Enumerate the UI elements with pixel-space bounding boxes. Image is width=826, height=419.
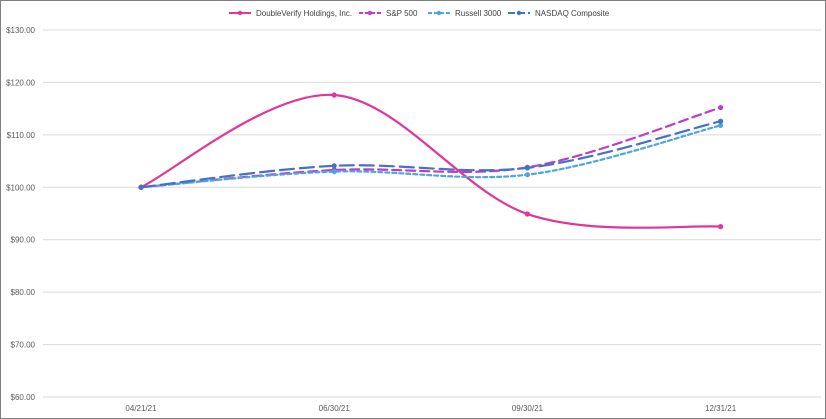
series-line bbox=[139, 120, 722, 189]
legend-item: S&P 500 bbox=[359, 9, 418, 18]
data-point bbox=[331, 168, 337, 175]
data-point bbox=[718, 118, 724, 124]
y-axis-tick-labels: $60.00 $70.00 $80.00 $90.00 $100.00 $110.00 $1… bbox=[6, 26, 35, 402]
legend-label: Russell 3000 bbox=[455, 9, 502, 18]
legend-swatch-marker bbox=[237, 10, 243, 16]
x-tick-label: 04/21/21 bbox=[125, 404, 157, 413]
legend-label: NASDAQ Composite bbox=[535, 9, 610, 18]
data-point bbox=[331, 92, 337, 98]
x-tick-label: 06/30/21 bbox=[319, 404, 351, 413]
y-tick-label: $110.00 bbox=[7, 131, 36, 140]
series-lines bbox=[138, 92, 724, 230]
data-point bbox=[138, 184, 144, 190]
series-4 bbox=[138, 118, 724, 190]
y-tick-label: $130.00 bbox=[6, 26, 35, 35]
series-3 bbox=[138, 122, 724, 190]
series-1 bbox=[138, 92, 724, 230]
series-line bbox=[139, 93, 722, 229]
x-tick-label: 12/31/21 bbox=[705, 404, 737, 413]
data-point bbox=[718, 224, 724, 230]
x-axis-tick-labels: 04/21/21 06/30/21 09/30/21 12/31/21 bbox=[125, 404, 736, 413]
legend-item: Russell 3000 bbox=[428, 9, 502, 18]
legend: DoubleVerify Holdings, Inc. S&P 500 Russel… bbox=[229, 9, 610, 18]
legend-item: DoubleVerify Holdings, Inc. bbox=[229, 9, 352, 18]
y-tick-label: $60.00 bbox=[11, 393, 36, 402]
data-point bbox=[718, 122, 724, 129]
legend-swatch-marker bbox=[516, 10, 522, 16]
y-tick-label: $120.00 bbox=[6, 78, 35, 87]
y-tick-label: $70.00 bbox=[11, 341, 36, 350]
data-point bbox=[718, 104, 724, 111]
legend-item: NASDAQ Composite bbox=[508, 9, 610, 18]
legend-label: S&P 500 bbox=[386, 9, 418, 18]
y-tick-label: $100.00 bbox=[6, 183, 35, 192]
y-tick-label: $80.00 bbox=[11, 288, 36, 297]
legend-label: DoubleVerify Holdings, Inc. bbox=[256, 9, 352, 18]
data-point bbox=[331, 163, 337, 169]
x-tick-label: 09/30/21 bbox=[512, 404, 544, 413]
y-tick-label: $90.00 bbox=[11, 236, 36, 245]
series-line bbox=[139, 124, 722, 189]
data-point bbox=[524, 165, 531, 171]
data-point bbox=[524, 172, 531, 178]
legend-swatch-marker bbox=[367, 10, 373, 16]
data-point bbox=[524, 211, 531, 217]
gridlines bbox=[43, 29, 821, 398]
legend-swatch-marker bbox=[436, 10, 442, 16]
